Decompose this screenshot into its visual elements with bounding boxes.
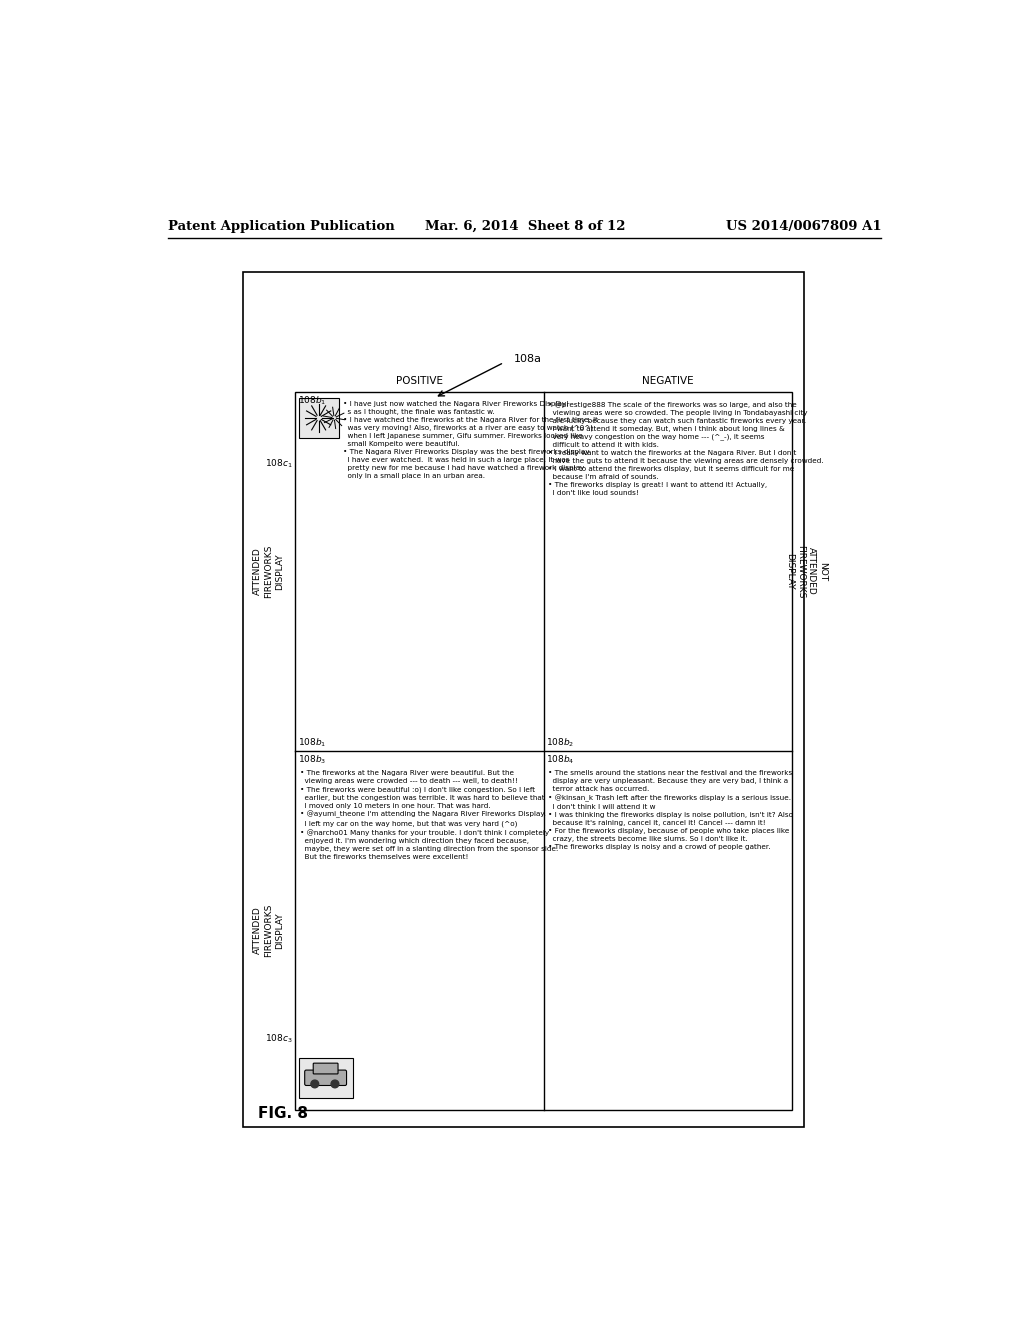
Text: FIG. 8: FIG. 8 (258, 1106, 308, 1121)
Text: $108b_4$: $108b_4$ (546, 754, 574, 766)
Text: $108b_3$: $108b_3$ (298, 754, 326, 766)
Text: Patent Application Publication: Patent Application Publication (168, 219, 395, 232)
Circle shape (311, 1080, 318, 1088)
Bar (295, 392, 793, 1110)
Text: NEGATIVE: NEGATIVE (642, 376, 694, 385)
Text: • The smells around the stations near the festival and the fireworks
  display a: • The smells around the stations near th… (549, 770, 794, 850)
FancyBboxPatch shape (305, 1071, 346, 1085)
Bar (544, 392, 793, 751)
Text: Mar. 6, 2014  Sheet 8 of 12: Mar. 6, 2014 Sheet 8 of 12 (425, 219, 625, 232)
Text: POSITIVE: POSITIVE (396, 376, 443, 385)
Text: • I have just now watched the Nagara River Fireworks Display!
  s as I thought, : • I have just now watched the Nagara Riv… (343, 401, 598, 479)
Bar (243, 272, 804, 1127)
Bar (299, 1057, 352, 1098)
Text: $108b_2$: $108b_2$ (546, 737, 574, 748)
Text: ATTENDED
FIREWORKS
DISPLAY: ATTENDED FIREWORKS DISPLAY (253, 904, 284, 957)
Bar (299, 397, 339, 438)
Text: • @prestige888 The scale of the fireworks was so large, and also the
  viewing a: • @prestige888 The scale of the firework… (549, 401, 824, 496)
Text: $108b_1$: $108b_1$ (298, 737, 326, 748)
Text: $108c_3$: $108c_3$ (265, 1032, 293, 1044)
Circle shape (331, 1080, 339, 1088)
Text: ATTENDED
FIREWORKS
DISPLAY: ATTENDED FIREWORKS DISPLAY (253, 545, 284, 598)
Text: 108a: 108a (514, 354, 542, 364)
Text: NOT
ATTENDED
FIREWORKS
DISPLAY: NOT ATTENDED FIREWORKS DISPLAY (785, 545, 827, 598)
FancyBboxPatch shape (313, 1063, 338, 1074)
Text: US 2014/0067809 A1: US 2014/0067809 A1 (726, 219, 882, 232)
Text: • The fireworks at the Nagara River were beautiful. But the
  viewing areas were: • The fireworks at the Nagara River were… (300, 770, 558, 861)
Text: $108c_1$: $108c_1$ (265, 457, 293, 470)
Text: $108b_1$: $108b_1$ (298, 395, 326, 407)
